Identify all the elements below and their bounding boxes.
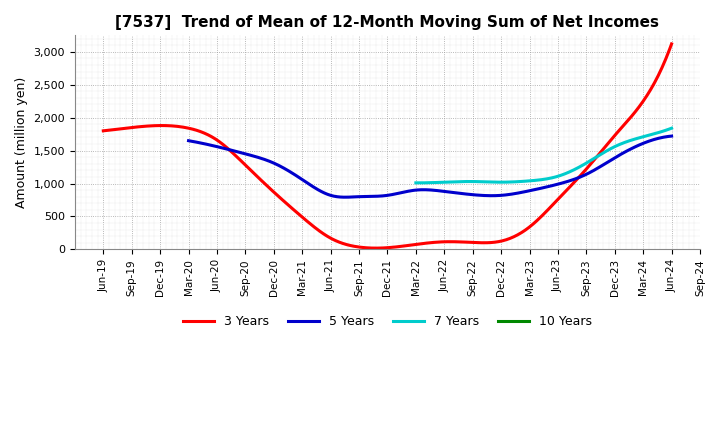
5 Years [184,138,193,143]
3 Years [580,169,588,174]
5 Years [472,192,480,198]
Line: 7 Years: 7 Years [416,128,672,183]
Y-axis label: Amount (million yen): Amount (million yen) [15,77,28,208]
Title: [7537]  Trend of Mean of 12-Month Moving Sum of Net Incomes: [7537] Trend of Mean of 12-Month Moving … [115,15,660,30]
5 Years [341,194,350,200]
3 Years [437,239,446,245]
Legend: 3 Years, 5 Years, 7 Years, 10 Years: 3 Years, 5 Years, 7 Years, 10 Years [178,310,597,333]
7 Years [569,168,577,173]
7 Years [564,169,573,175]
3 Years [99,128,107,133]
3 Years [101,128,109,133]
5 Years [186,138,194,143]
7 Years [644,133,653,138]
5 Years [667,133,676,139]
5 Years [593,166,602,171]
Line: 3 Years: 3 Years [103,44,672,248]
3 Years [449,239,457,244]
5 Years [482,193,490,198]
3 Years [371,246,379,251]
7 Years [564,170,572,175]
5 Years [474,192,482,198]
7 Years [413,180,421,186]
Line: 5 Years: 5 Years [189,136,672,197]
7 Years [667,125,676,131]
3 Years [616,127,624,132]
7 Years [414,180,423,186]
3 Years [439,239,448,245]
5 Years [624,148,632,153]
3 Years [667,41,676,47]
7 Years [412,180,420,186]
7 Years [628,137,636,143]
